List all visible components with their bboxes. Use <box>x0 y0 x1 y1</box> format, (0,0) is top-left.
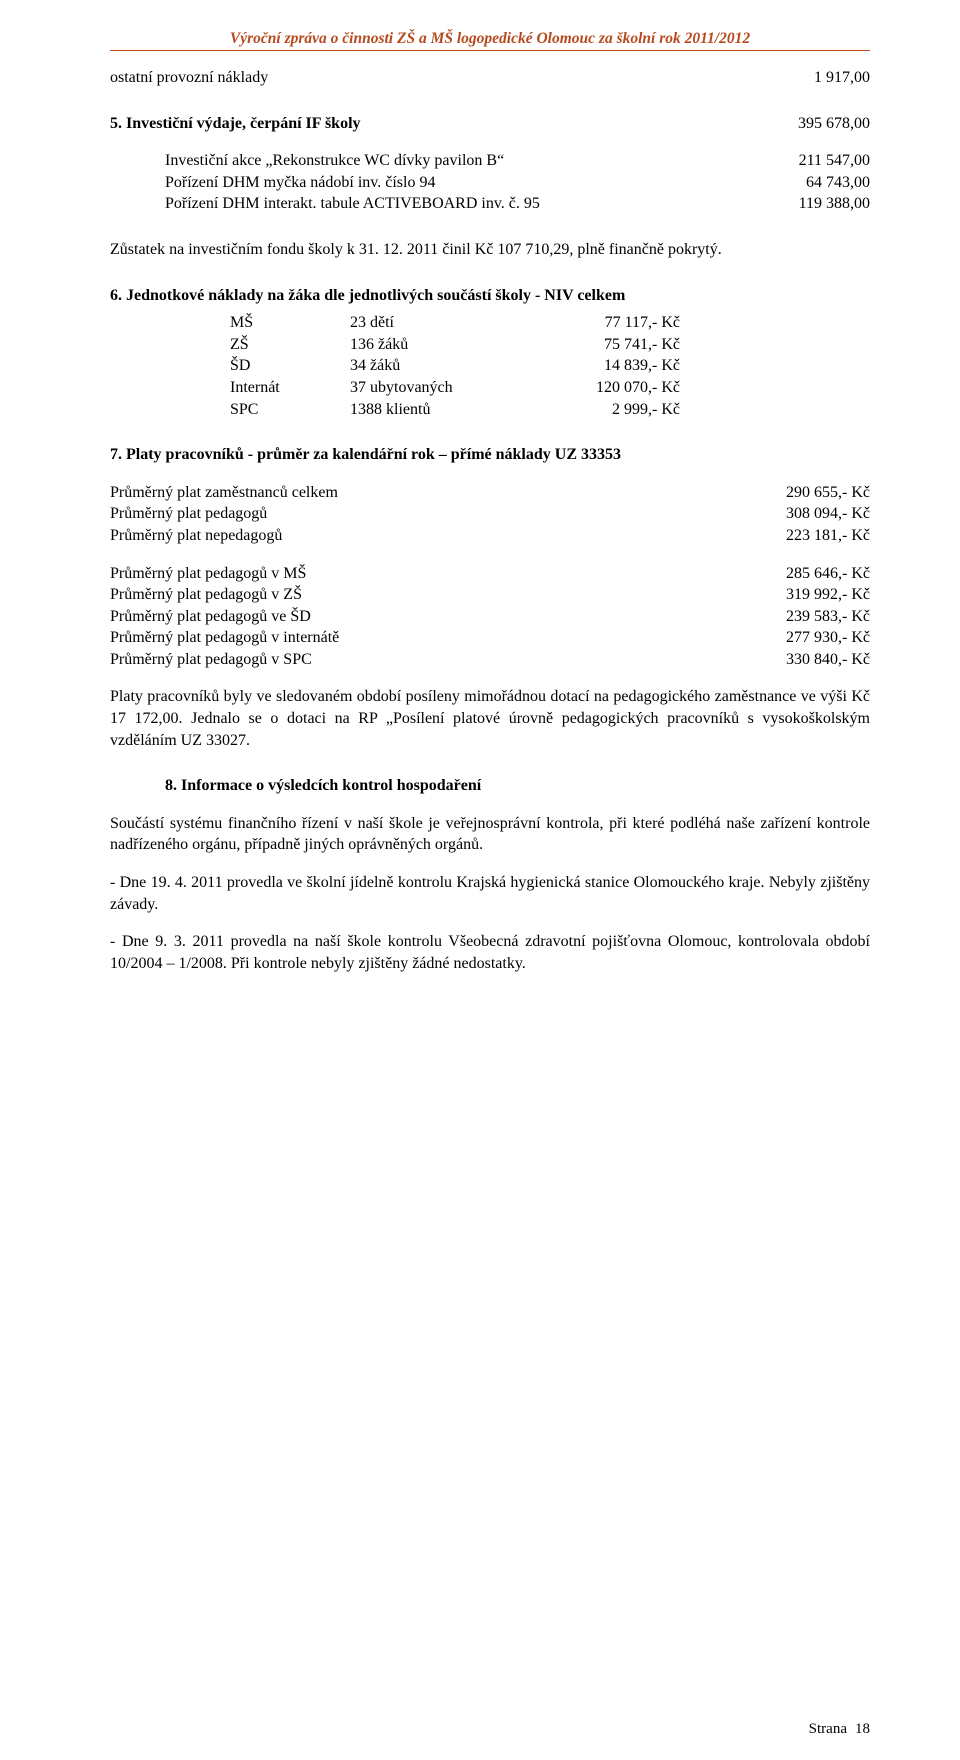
salary-label: Průměrný plat pedagogů ve ŠD <box>110 606 500 628</box>
sec5-note: Zůstatek na investičním fondu školy k 31… <box>110 239 870 261</box>
table-row: MŠ 23 dětí 77 117,- Kč <box>230 312 870 334</box>
other-costs-value: 1 917,00 <box>794 67 870 89</box>
salary-row: Průměrný plat pedagogů v ZŠ 319 992,- Kč <box>110 584 870 606</box>
salary-row: Průměrný plat zaměstnanců celkem 290 655… <box>110 482 870 504</box>
sec5-heading-row: 5. Investiční výdaje, čerpání IF školy 3… <box>110 113 870 135</box>
sec5-heading: 5. Investiční výdaje, čerpání IF školy <box>110 113 778 135</box>
table-row: ŠD 34 žáků 14 839,- Kč <box>230 355 870 377</box>
cell: 14 839,- Kč <box>530 355 680 377</box>
sec5-row-label: Pořízení DHM interakt. tabule ACTIVEBOAR… <box>110 193 779 215</box>
sec5-row-value: 211 547,00 <box>779 150 870 172</box>
sec5-row: Investiční akce „Rekonstrukce WC dívky p… <box>110 150 870 172</box>
sec8-p3: - Dne 9. 3. 2011 provedla na naší škole … <box>110 931 870 974</box>
cell: 75 741,- Kč <box>530 334 680 356</box>
table-row: ZŠ 136 žáků 75 741,- Kč <box>230 334 870 356</box>
sec8-p2: - Dne 19. 4. 2011 provedla ve školní jíd… <box>110 872 870 915</box>
salary-value: 319 992,- Kč <box>786 584 870 606</box>
sec5-row: Pořízení DHM interakt. tabule ACTIVEBOAR… <box>110 193 870 215</box>
table-row: SPC 1388 klientů 2 999,- Kč <box>230 399 870 421</box>
sec6-heading: 6. Jednotkové náklady na žáka dle jednot… <box>110 285 870 307</box>
other-costs-row: ostatní provozní náklady 1 917,00 <box>110 67 870 89</box>
sec7-heading: 7. Platy pracovníků - průměr za kalendář… <box>110 444 870 466</box>
salary-label: Průměrný plat pedagogů v ZŠ <box>110 584 500 606</box>
sec5-row-label: Investiční akce „Rekonstrukce WC dívky p… <box>110 150 779 172</box>
salary-row: Průměrný plat pedagogů v internátě 277 9… <box>110 627 870 649</box>
salary-row: Průměrný plat pedagogů v MŠ 285 646,- Kč <box>110 563 870 585</box>
salary-row: Průměrný plat pedagogů ve ŠD 239 583,- K… <box>110 606 870 628</box>
sec8-heading: 8. Informace o výsledcích kontrol hospod… <box>110 775 870 797</box>
cell: 2 999,- Kč <box>530 399 680 421</box>
sec5-heading-value: 395 678,00 <box>778 113 870 135</box>
salary-label: Průměrný plat pedagogů v SPC <box>110 649 500 671</box>
cell: MŠ <box>230 312 350 334</box>
other-costs-label: ostatní provozní náklady <box>110 67 794 89</box>
cell: 34 žáků <box>350 355 530 377</box>
page: Výroční zpráva o činnosti ZŠ a MŠ logope… <box>0 0 960 1760</box>
cell: ZŠ <box>230 334 350 356</box>
sec5-row: Pořízení DHM myčka nádobí inv. číslo 94 … <box>110 172 870 194</box>
salary-label: Průměrný plat pedagogů <box>110 503 500 525</box>
sec5-row-value: 64 743,00 <box>786 172 870 194</box>
cell: 77 117,- Kč <box>530 312 680 334</box>
cell: 37 ubytovaných <box>350 377 530 399</box>
salary-value: 277 930,- Kč <box>786 627 870 649</box>
sec5-rows: Investiční akce „Rekonstrukce WC dívky p… <box>110 150 870 215</box>
salary-label: Průměrný plat nepedagogů <box>110 525 500 547</box>
sec5-row-value: 119 388,00 <box>779 193 870 215</box>
table-row: Internát 37 ubytovaných 120 070,- Kč <box>230 377 870 399</box>
sec7-paragraph: Platy pracovníků byly ve sledovaném obdo… <box>110 686 870 751</box>
sec7-group2: Průměrný plat pedagogů v MŠ 285 646,- Kč… <box>110 563 870 671</box>
cell: 1388 klientů <box>350 399 530 421</box>
salary-value: 223 181,- Kč <box>786 525 870 547</box>
cell: ŠD <box>230 355 350 377</box>
cell: 136 žáků <box>350 334 530 356</box>
salary-row: Průměrný plat pedagogů 308 094,- Kč <box>110 503 870 525</box>
sec8-p1: Součástí systému finančního řízení v naš… <box>110 813 870 856</box>
sec6-table: MŠ 23 dětí 77 117,- Kč ZŠ 136 žáků 75 74… <box>110 312 870 420</box>
cell: 120 070,- Kč <box>530 377 680 399</box>
cell: Internát <box>230 377 350 399</box>
salary-value: 285 646,- Kč <box>786 563 870 585</box>
header-title: Výroční zpráva o činnosti ZŠ a MŠ logope… <box>110 30 870 50</box>
salary-label: Průměrný plat zaměstnanců celkem <box>110 482 500 504</box>
sec7-group1: Průměrný plat zaměstnanců celkem 290 655… <box>110 482 870 547</box>
sec5-row-label: Pořízení DHM myčka nádobí inv. číslo 94 <box>110 172 786 194</box>
salary-label: Průměrný plat pedagogů v internátě <box>110 627 500 649</box>
salary-value: 308 094,- Kč <box>786 503 870 525</box>
salary-value: 290 655,- Kč <box>786 482 870 504</box>
salary-value: 330 840,- Kč <box>786 649 870 671</box>
cell: SPC <box>230 399 350 421</box>
salary-value: 239 583,- Kč <box>786 606 870 628</box>
cell: 23 dětí <box>350 312 530 334</box>
salary-label: Průměrný plat pedagogů v MŠ <box>110 563 500 585</box>
page-footer: Strana18 <box>809 1721 870 1738</box>
salary-row: Průměrný plat nepedagogů 223 181,- Kč <box>110 525 870 547</box>
header: Výroční zpráva o činnosti ZŠ a MŠ logope… <box>110 30 870 51</box>
salary-row: Průměrný plat pedagogů v SPC 330 840,- K… <box>110 649 870 671</box>
